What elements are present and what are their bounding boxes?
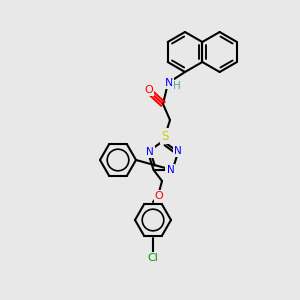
Text: O: O — [154, 191, 164, 201]
Text: O: O — [145, 85, 153, 95]
Text: S: S — [161, 130, 169, 142]
Text: Cl: Cl — [148, 253, 158, 263]
Text: N: N — [174, 146, 182, 156]
Text: N: N — [165, 78, 173, 88]
Text: H: H — [173, 81, 181, 91]
Text: N: N — [167, 165, 174, 175]
Text: N: N — [146, 147, 154, 157]
